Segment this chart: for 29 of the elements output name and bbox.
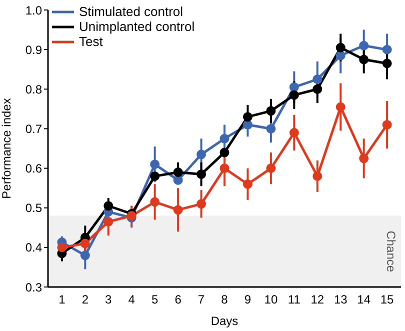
legend-label: Test <box>79 34 103 49</box>
x-tick-label: 14 <box>357 292 371 307</box>
y-axis-title: Performance index <box>0 98 14 199</box>
x-tick-label: 10 <box>264 292 278 307</box>
x-tick-label: 12 <box>310 292 324 307</box>
x-tick-label: 9 <box>244 292 252 307</box>
x-tick-label: 2 <box>82 292 89 307</box>
band-label: Chance <box>384 230 398 272</box>
x-tick-label: 11 <box>288 292 301 307</box>
legend-label: Unimplanted control <box>79 19 195 34</box>
x-tick-label: 13 <box>334 292 348 307</box>
legend-label: Stimulated control <box>79 4 184 19</box>
x-tick-label: 8 <box>221 292 228 307</box>
x-tick-label: 1 <box>58 292 66 307</box>
y-tick-label: 0.3 <box>25 280 42 294</box>
x-tick-label: 7 <box>198 292 205 307</box>
x-tick-label: 5 <box>151 292 158 307</box>
y-tick-label: 0.6 <box>25 162 42 176</box>
y-tick-label: 0.5 <box>25 201 42 216</box>
x-axis-title: Days <box>210 314 238 328</box>
y-tick-label: 0.8 <box>25 82 42 96</box>
x-tick-label: 3 <box>105 292 112 307</box>
x-tick-label: 4 <box>128 292 136 307</box>
y-tick-label: 0.9 <box>25 42 42 57</box>
x-tick-label: 15 <box>380 292 394 307</box>
y-tick-label: 1.0 <box>25 3 42 18</box>
x-tick-label: 6 <box>174 292 182 307</box>
y-tick-label: 0.4 <box>25 240 42 255</box>
y-tick-label: 0.7 <box>25 122 42 136</box>
